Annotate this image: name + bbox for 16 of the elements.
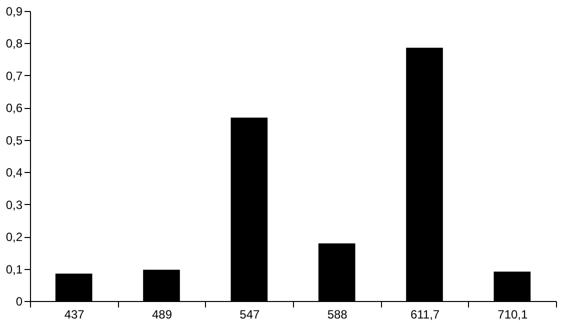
y-tick-label: 0,6 [6,101,23,116]
y-tick-label: 0,5 [6,133,23,148]
y-tick-label: 0,9 [6,4,23,18]
y-tick-label: 0,8 [6,36,23,51]
y-tick-label: 0,3 [6,198,23,212]
y-tick-label: 0,1 [6,262,23,276]
x-tick-label: 588 [327,308,348,322]
y-tick-label: 0,4 [6,166,23,180]
x-tick-label: 489 [152,308,172,322]
x-tick-label: 611,7 [410,308,440,322]
y-tick-label: 0 [16,294,23,308]
x-tick-label: 547 [240,308,260,322]
x-tick-label: 437 [64,308,85,322]
x-tick-label: 710,1 [498,308,528,322]
y-tick-label: 0,7 [6,68,23,83]
y-tick-label: 0,2 [6,230,23,244]
